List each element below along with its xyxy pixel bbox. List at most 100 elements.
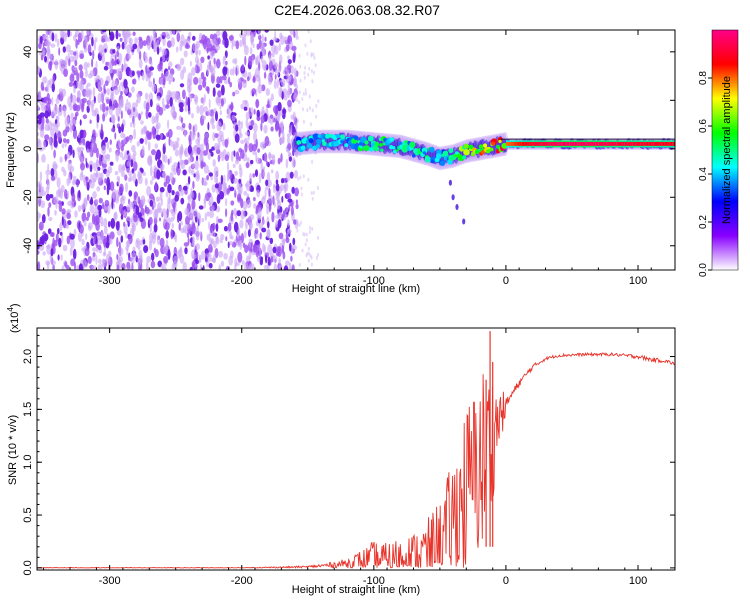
- noise-speck: [117, 67, 123, 79]
- signal-band-core: [508, 141, 512, 146]
- noise-speck: [156, 95, 161, 101]
- noise-speck: [268, 202, 271, 213]
- noise-speck: [186, 232, 190, 239]
- noise-speck: [162, 152, 165, 163]
- noise-speck: [123, 221, 126, 227]
- noise-speck: [225, 198, 228, 207]
- signal-band-core: [653, 141, 657, 146]
- noise-speck: [195, 259, 199, 265]
- noise-speck: [166, 208, 169, 218]
- noise-speck: [51, 83, 55, 93]
- noise-speck: [125, 240, 130, 248]
- noise-speck: [64, 116, 70, 128]
- noise-speck: [162, 74, 166, 86]
- signal-blob: [412, 154, 416, 158]
- noise-speck: [151, 149, 156, 156]
- noise-speck: [182, 169, 187, 176]
- noise-speck: [120, 214, 124, 220]
- spectrogram-x-label: Height of straight line (km): [292, 283, 420, 295]
- noise-speck: [280, 153, 283, 163]
- noise-speck: [211, 117, 215, 124]
- noise-speck: [260, 55, 264, 63]
- noise-speck: [176, 63, 181, 70]
- noise-speck: [191, 67, 196, 76]
- noise-speck: [92, 50, 95, 60]
- noise-speck: [215, 223, 219, 232]
- noise-speck: [308, 94, 311, 99]
- noise-speck: [308, 66, 311, 71]
- snr-x-axis: -300 -200 -100 0 100: [43, 328, 652, 587]
- noise-speck: [202, 181, 208, 186]
- noise-speck: [148, 73, 151, 83]
- noise-speck: [37, 139, 42, 150]
- signal-blob: [496, 144, 500, 149]
- spectrogram-x-axis: -300 -200 -100 0 100: [43, 30, 652, 287]
- noise-speck: [287, 136, 290, 145]
- noise-speck: [275, 196, 280, 201]
- noise-speck: [229, 231, 233, 240]
- noise-speck: [287, 151, 291, 157]
- noise-speck: [140, 195, 146, 206]
- noise-speck: [185, 42, 189, 48]
- noise-speck: [210, 257, 215, 263]
- noise-speck: [82, 114, 88, 120]
- signal-band-core: [606, 141, 609, 146]
- noise-speck: [89, 180, 95, 189]
- noise-speck: [242, 99, 248, 105]
- noise-speck: [303, 119, 305, 124]
- noise-speck: [287, 99, 292, 108]
- noise-speck: [221, 74, 227, 81]
- noise-speck: [278, 42, 282, 51]
- noise-speck: [170, 198, 176, 203]
- noise-speck: [306, 251, 309, 256]
- noise-speck: [269, 97, 272, 109]
- noise-speck: [115, 106, 120, 118]
- x-tick-label: 0: [503, 575, 509, 587]
- noise-speck: [49, 62, 52, 72]
- signal-band-core: [667, 141, 670, 146]
- noise-speck: [300, 192, 303, 197]
- snr-line: [37, 351, 675, 569]
- noise-speck: [151, 175, 155, 181]
- noise-speck: [111, 128, 116, 132]
- spectrogram-y-axis: -40 -20 0 20 40: [22, 46, 675, 254]
- noise-speck: [91, 255, 96, 262]
- noise-speck: [171, 208, 174, 217]
- noise-speck: [171, 223, 174, 229]
- noise-speck: [210, 50, 216, 57]
- noise-speck: [102, 258, 105, 268]
- noise-speck: [124, 102, 128, 112]
- noise-speck: [286, 192, 292, 200]
- noise-speck: [119, 151, 124, 158]
- noise-speck: [56, 38, 60, 48]
- y-tick-label: -40: [22, 238, 34, 254]
- noise-speck: [202, 150, 208, 156]
- noise-speck: [63, 68, 68, 77]
- signal-blob: [448, 148, 454, 154]
- noise-speck: [90, 99, 95, 107]
- noise-speck: [229, 186, 235, 192]
- noise-speck: [120, 171, 126, 178]
- noise-speck: [233, 150, 236, 157]
- noise-speck: [128, 190, 133, 197]
- snr-y-multiplier: (x104): [6, 303, 21, 333]
- noise-speck: [74, 59, 78, 67]
- noise-speck: [101, 102, 106, 113]
- signal-band-core: [624, 141, 628, 146]
- noise-speck: [208, 172, 213, 177]
- noise-speck: [138, 36, 143, 41]
- signal-blob: [439, 160, 446, 166]
- noise-speck: [53, 196, 59, 205]
- noise-speck: [217, 137, 223, 143]
- snr-y-axis: 0.0 0.5 1.0 1.5 2.0: [22, 334, 675, 576]
- signal-blob: [429, 147, 435, 153]
- noise-speck: [245, 162, 250, 169]
- noise-speck: [271, 255, 273, 263]
- noise-speck: [101, 154, 107, 165]
- noise-speck: [196, 147, 201, 155]
- noise-speck: [76, 178, 79, 188]
- noise-speck: [299, 64, 302, 69]
- signal-band-core: [513, 141, 517, 146]
- noise-speck: [37, 104, 40, 110]
